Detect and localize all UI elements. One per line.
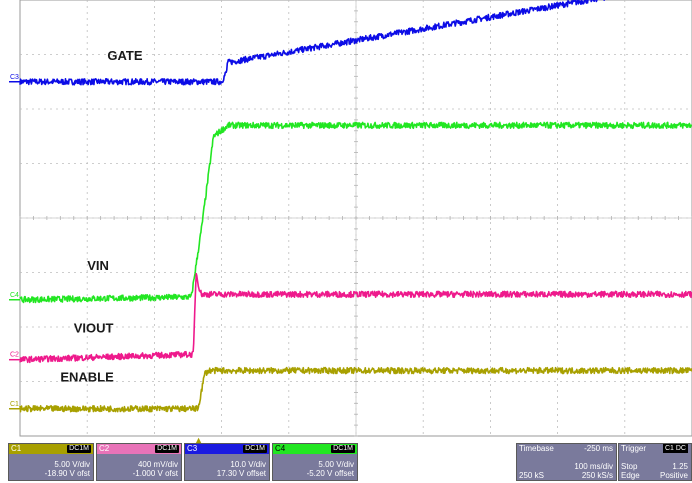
channel-marker-c1: C1 (10, 401, 19, 408)
trace-vin (19, 121, 692, 304)
trace-label-viout: VIOUT (74, 320, 114, 335)
channel-box-c3[interactable]: C3 DC1M 10.0 V/div 17.30 V offset (184, 443, 270, 481)
channel-offset: -18.90 V ofst (44, 469, 90, 478)
traces (19, 0, 692, 413)
trigger-level: 1.25 (672, 462, 688, 471)
channel-box-c1[interactable]: C1 DC1M 5.00 V/div -18.90 V ofst (8, 443, 94, 481)
channel-vdiv: 5.00 V/div (54, 460, 90, 469)
channel-vdiv: 400 mV/div (137, 460, 178, 469)
channel-id: C3 (187, 444, 198, 453)
trace-gate (19, 0, 605, 86)
channel-marker-c4: C4 (10, 292, 19, 299)
channel-vdiv: 5.00 V/div (318, 460, 354, 469)
trace-enable (19, 366, 692, 413)
timebase-label: Timebase (519, 444, 554, 453)
trace-label-gate: GATE (107, 48, 142, 63)
channel-marker-c3: C3 (10, 74, 19, 81)
trigger-position-icon: ▲ (194, 435, 203, 445)
channel-id: C4 (275, 444, 286, 453)
timebase-scale: 100 ms/div (574, 462, 613, 471)
timebase-box[interactable]: Timebase -250 ms 100 ms/div 250 kS 250 kS/… (516, 443, 617, 481)
channel-box-c2[interactable]: C2 DC1M 400 mV/div -1.000 V ofst (96, 443, 182, 481)
channel-coupling-badge: DC1M (155, 445, 179, 453)
timebase-samples: 250 kS (519, 471, 544, 480)
channel-vdiv: 10.0 V/div (230, 460, 266, 469)
timebase-rate: 250 kS/s (581, 471, 613, 480)
timebase-delay: -250 ms (584, 444, 613, 453)
trace-labels: GATE VIN VIOUT ENABLE (60, 48, 143, 385)
trigger-type: Edge (621, 471, 640, 480)
trigger-mode: Stop (621, 462, 638, 471)
channel-box-header: C3 DC1M (185, 444, 269, 454)
trigger-label: Trigger (621, 444, 647, 453)
channel-offset: -5.20 V offset (306, 469, 354, 478)
channel-markers: C3 C4 C2 C1 ▲ (9, 74, 203, 445)
trigger-box[interactable]: Trigger C1 DC Stop 1.25 Edge Positive (618, 443, 692, 481)
trace-label-enable: ENABLE (60, 370, 114, 385)
graticule (19, 0, 692, 437)
channel-coupling-badge: DC1M (243, 445, 267, 453)
channel-box-header: C2 DC1M (97, 444, 181, 454)
trace-label-vin: VIN (87, 258, 109, 273)
channel-box-c4[interactable]: C4 DC1M 5.00 V/div -5.20 V offset (272, 443, 358, 481)
channel-box-header: C1 DC1M (9, 444, 93, 454)
trigger-badge: C1 DC (662, 444, 688, 453)
channel-id: C2 (99, 444, 110, 453)
channel-id: C1 (11, 444, 22, 453)
channel-box-header: C4 DC1M (273, 444, 357, 454)
channel-coupling-badge: DC1M (331, 445, 355, 453)
channel-coupling-badge: DC1M (67, 445, 91, 453)
trace-viout (19, 272, 692, 364)
channel-marker-c2: C2 (10, 352, 19, 359)
channel-offset: -1.000 V ofst (132, 469, 178, 478)
trigger-slope: Positive (659, 471, 688, 480)
channel-offset: 17.30 V offset (216, 469, 266, 478)
